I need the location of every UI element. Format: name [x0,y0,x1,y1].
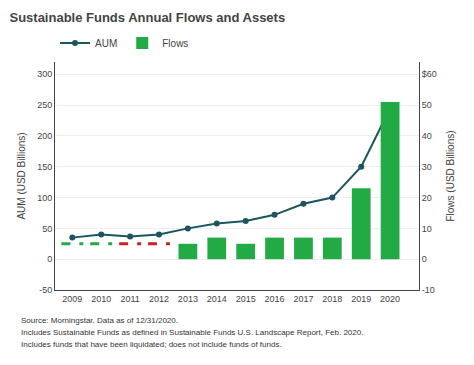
svg-text:AUM (USD Billions): AUM (USD Billions) [16,132,27,219]
svg-text:2011: 2011 [120,294,139,304]
svg-text:2009: 2009 [62,294,82,304]
svg-text:150: 150 [37,162,52,172]
svg-text:-10: -10 [422,285,435,295]
svg-text:0: 0 [422,254,427,264]
svg-text:Sustainable Funds Annual Flows: Sustainable Funds Annual Flows and Asset… [9,10,285,25]
svg-text:300: 300 [37,69,52,79]
svg-text:Flows: Flows [162,38,188,49]
svg-text:40: 40 [422,131,432,141]
svg-text:$60: $60 [422,69,437,79]
svg-text:AUM: AUM [95,38,117,49]
svg-text:10: 10 [422,224,432,234]
svg-text:2018: 2018 [322,294,342,304]
svg-text:2013: 2013 [178,294,198,304]
svg-text:250: 250 [37,100,52,110]
svg-text:200: 200 [37,131,52,141]
svg-text:100: 100 [37,193,52,203]
svg-text:2012: 2012 [149,294,169,304]
svg-text:50: 50 [42,224,52,234]
svg-text:Includes funds that have been: Includes funds that have been liquidated… [21,340,282,349]
svg-text:2015: 2015 [236,294,256,304]
svg-text:2016: 2016 [265,294,285,304]
svg-text:30: 30 [422,162,432,172]
svg-text:Includes Sustainable Funds as: Includes Sustainable Funds as defined in… [21,328,363,337]
svg-text:2019: 2019 [351,294,371,304]
svg-text:Source: Morningstar. Data as o: Source: Morningstar. Data as of 12/31/20… [21,316,178,325]
svg-text:-50: -50 [39,285,52,295]
svg-text:2017: 2017 [293,294,313,304]
svg-text:Flows (USD Billions): Flows (USD Billions) [445,130,456,221]
svg-text:20: 20 [422,193,432,203]
svg-text:50: 50 [422,100,432,110]
svg-text:2014: 2014 [207,294,227,304]
svg-text:2020: 2020 [380,294,400,304]
svg-text:0: 0 [47,254,52,264]
svg-text:2010: 2010 [91,294,111,304]
